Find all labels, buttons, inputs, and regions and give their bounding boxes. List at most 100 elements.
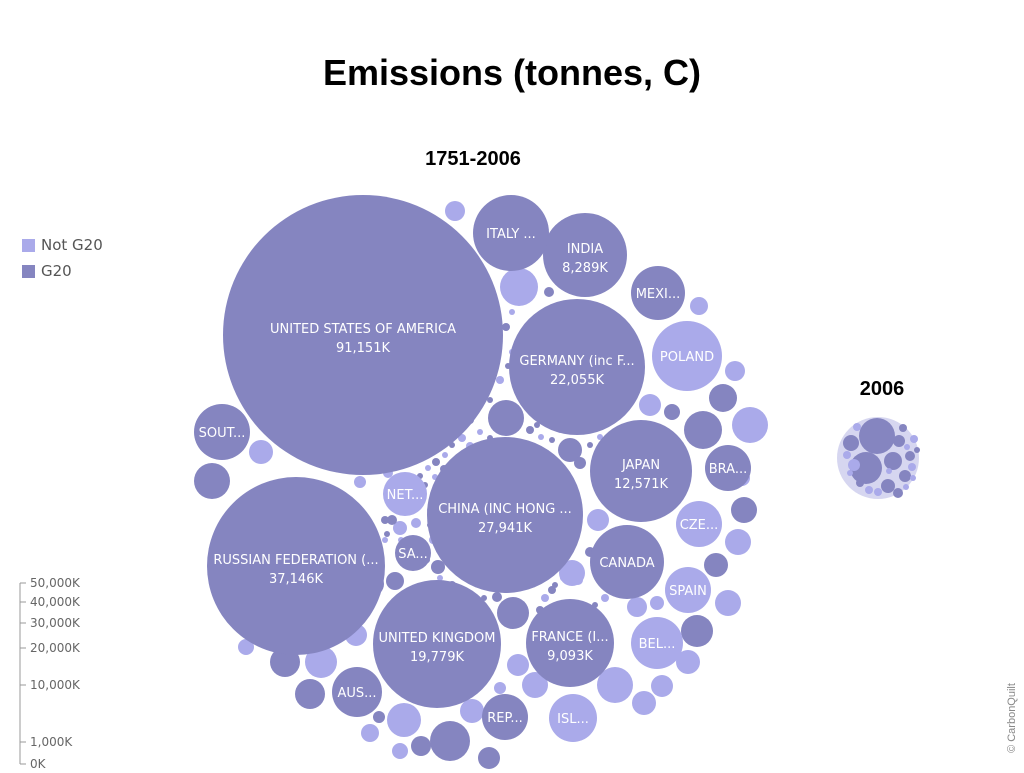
bubble-circle[interactable] (705, 445, 751, 491)
bubble-small[interactable] (460, 699, 484, 723)
bubble-circle[interactable] (631, 617, 683, 669)
mini-bubble[interactable] (904, 444, 910, 450)
bubble-united-states-of-america[interactable]: UNITED STATES OF AMERICA 91,151K (223, 195, 503, 475)
bubble-small[interactable] (627, 597, 647, 617)
bubble-small[interactable] (295, 679, 325, 709)
bubble-france-i[interactable]: FRANCE (I... 9,093K (526, 599, 614, 687)
bubble-small[interactable] (387, 703, 421, 737)
bubble-small[interactable] (507, 654, 529, 676)
bubble-small[interactable] (681, 615, 713, 647)
bubble-tiny[interactable] (526, 426, 534, 434)
mini-bubble[interactable] (853, 423, 861, 431)
mini-bubble[interactable] (893, 435, 905, 447)
mini-bubble[interactable] (910, 435, 918, 443)
bubble-tiny[interactable] (381, 516, 389, 524)
bubble-small[interactable] (305, 646, 337, 678)
bubble-tiny[interactable] (560, 575, 566, 581)
mini-bubble[interactable] (899, 470, 911, 482)
bubble-tiny[interactable] (552, 582, 558, 588)
mini-bubble[interactable] (847, 470, 853, 476)
bubble-sout[interactable]: SOUT... (194, 404, 250, 460)
bubble-circle[interactable] (207, 477, 385, 655)
bubble-small[interactable] (492, 592, 502, 602)
mini-bubble[interactable] (850, 452, 882, 484)
bubble-small[interactable] (731, 497, 757, 523)
bubble-bel[interactable]: BEL... (631, 617, 683, 669)
bubble-tiny[interactable] (437, 575, 443, 581)
bubble-small[interactable] (732, 407, 768, 443)
bubble-small[interactable] (430, 721, 470, 761)
bubble-tiny[interactable] (487, 397, 493, 403)
bubble-small[interactable] (500, 268, 538, 306)
bubble-aus[interactable]: AUS... (332, 667, 382, 717)
bubble-circle[interactable] (590, 420, 692, 522)
legend-item-not-g20[interactable]: Not G20 (22, 232, 103, 258)
bubble-circle[interactable] (526, 599, 614, 687)
bubble-circle[interactable] (676, 501, 722, 547)
bubble-small[interactable] (431, 560, 445, 574)
bubble-small[interactable] (558, 438, 582, 462)
bubble-circle[interactable] (590, 525, 664, 599)
bubble-small[interactable] (676, 650, 700, 674)
bubble-small[interactable] (411, 518, 421, 528)
mini-bubble[interactable] (893, 488, 903, 498)
bubble-small[interactable] (651, 675, 673, 697)
legend-item-g20[interactable]: G20 (22, 258, 103, 284)
mini-bubble[interactable] (884, 452, 902, 470)
bubble-small[interactable] (249, 440, 273, 464)
bubble-small[interactable] (639, 394, 661, 416)
bubble-poland[interactable]: POLAND (652, 321, 722, 391)
bubble-tiny[interactable] (432, 458, 440, 466)
bubble-small[interactable] (393, 521, 407, 535)
mini-bubble[interactable] (908, 463, 916, 471)
bubble-small[interactable] (632, 691, 656, 715)
bubble-small[interactable] (387, 515, 397, 525)
bubble-net[interactable]: NET... (383, 472, 427, 516)
bubble-small[interactable] (650, 596, 664, 610)
bubble-small[interactable] (725, 361, 745, 381)
bubble-germany-inc-f[interactable]: GERMANY (inc F... 22,055K (509, 299, 645, 435)
bubble-small[interactable] (373, 711, 385, 723)
bubble-circle[interactable] (665, 567, 711, 613)
bubble-tiny[interactable] (509, 309, 515, 315)
bubble-small[interactable] (573, 575, 583, 585)
mini-bubble[interactable] (899, 424, 907, 432)
bubble-tiny[interactable] (538, 434, 544, 440)
bubble-china-inc-hong[interactable]: CHINA (INC HONG ... 27,941K (427, 437, 583, 593)
bubble-tiny[interactable] (587, 442, 593, 448)
bubble-tiny[interactable] (496, 376, 504, 384)
mini-bubble[interactable] (843, 435, 859, 451)
bubble-spain[interactable]: SPAIN (665, 567, 711, 613)
bubble-small[interactable] (725, 529, 751, 555)
mini-bubble[interactable] (856, 479, 864, 487)
bubble-tiny[interactable] (601, 594, 609, 602)
bubble-cze[interactable]: CZE... (676, 501, 722, 547)
bubble-small[interactable] (587, 509, 609, 531)
bubble-circle[interactable] (427, 437, 583, 593)
mini-bubble[interactable] (886, 468, 892, 474)
bubble-italy[interactable]: ITALY ... (473, 195, 549, 271)
bubble-small[interactable] (709, 384, 737, 412)
bubble-circle[interactable] (473, 195, 549, 271)
bubble-tiny[interactable] (541, 594, 549, 602)
mini-bubble[interactable] (881, 479, 895, 493)
bubble-canada[interactable]: CANADA (590, 525, 664, 599)
bubble-sa[interactable]: SA... (395, 535, 431, 571)
bubble-small[interactable] (684, 411, 722, 449)
bubble-small[interactable] (522, 672, 548, 698)
bubble-small[interactable] (445, 201, 465, 221)
bubble-small[interactable] (544, 287, 554, 297)
bubble-circle[interactable] (373, 580, 501, 708)
bubble-isl[interactable]: ISL... (549, 694, 597, 742)
bubble-small[interactable] (354, 476, 366, 488)
bubble-small[interactable] (392, 743, 408, 759)
mini-bubble[interactable] (910, 475, 916, 481)
mini-bubble[interactable] (903, 484, 909, 490)
bubble-united-kingdom[interactable]: UNITED KINGDOM 19,779K (373, 580, 501, 708)
bubble-small[interactable] (238, 639, 254, 655)
bubble-circle[interactable] (332, 667, 382, 717)
bubble-circle[interactable] (652, 321, 722, 391)
bubble-small[interactable] (478, 747, 500, 769)
mini-bubble[interactable] (914, 447, 920, 453)
bubble-small[interactable] (386, 572, 404, 590)
